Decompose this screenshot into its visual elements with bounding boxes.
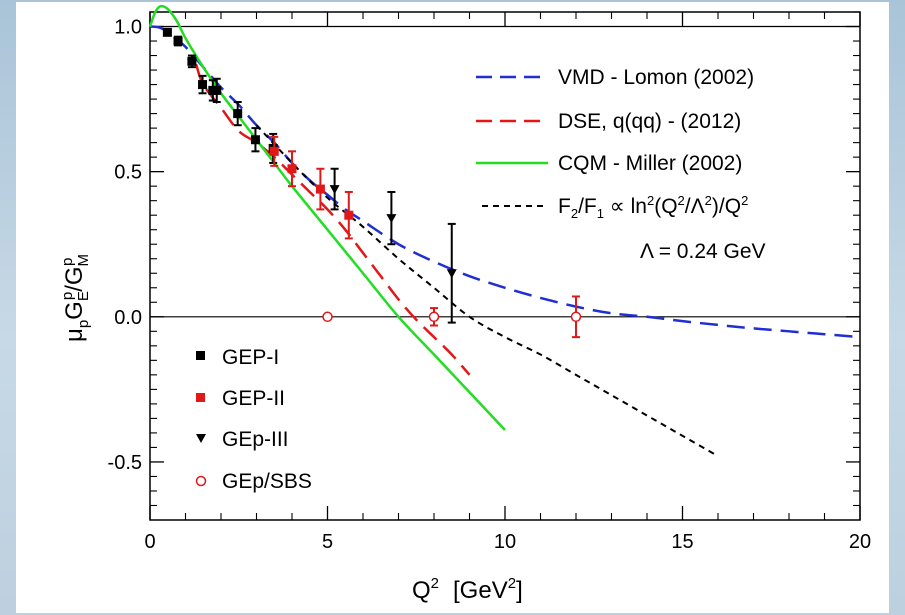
- point-gep-sbs: [428, 311, 440, 323]
- legend-gep1-marker: [196, 351, 205, 360]
- legend-vmd-label: VMD - Lomon (2002): [558, 66, 754, 89]
- y-tick-label: -0.5: [108, 452, 142, 474]
- point-gep-i: [162, 27, 172, 37]
- data-legend: GEP-I GEP-II GEp-III GEp/SBS: [195, 346, 312, 493]
- chart: 0 5 10 15 20 -0.5 0.0 0.5 1.0 VMD - Lomon (2002)…: [59, 4, 871, 604]
- point-gep-iii: [329, 185, 340, 195]
- curve-dse: [194, 63, 471, 376]
- model-curves: [148, 4, 861, 458]
- y-axis-title: μpGEp/GMp: [59, 254, 92, 342]
- y-tick-label: 1.0: [114, 17, 142, 39]
- point-gep-iii: [446, 269, 457, 279]
- y-tick-label: 0.5: [114, 162, 142, 184]
- point-gep-i: [250, 135, 260, 145]
- legend-gep3-marker: [196, 434, 206, 443]
- reference-lines: [150, 25, 860, 318]
- legend-sbs-label: GEp/SBS: [222, 470, 312, 493]
- legend-gep2-label: GEP-II: [222, 387, 285, 410]
- x-tick-label: 10: [494, 531, 516, 553]
- legend-gep3-label: GEp-III: [222, 428, 289, 451]
- y-tick-label: 0.0: [114, 307, 142, 329]
- point-gep-i: [173, 36, 183, 46]
- point-gep-i: [212, 85, 222, 95]
- legend-cqm-label: CQM - Miller (2002): [558, 152, 742, 175]
- point-gep-sbs: [322, 311, 333, 323]
- point-gep-i: [198, 80, 208, 90]
- point-gep-ii: [315, 184, 325, 194]
- legend-dse-label: DSE, q(qq) - (2012): [558, 110, 741, 133]
- curve-pqcd: [255, 124, 719, 458]
- data-points: [162, 27, 582, 339]
- legend-lambda-label: Λ = 0.24 GeV: [640, 240, 766, 263]
- point-gep-i: [233, 109, 243, 119]
- x-tick-label: 5: [322, 531, 333, 553]
- point-gep-ii: [287, 164, 297, 174]
- legend-sbs-marker: [195, 475, 207, 487]
- point-gep-sbs: [570, 311, 582, 323]
- x-axis-title: Q2 [GeV2]: [412, 575, 523, 604]
- point-gep-ii: [269, 146, 279, 156]
- x-tick-label: 20: [849, 531, 871, 553]
- plot-area: [149, 11, 861, 521]
- axis-ticks: 0 5 10 15 20 -0.5 0.0 0.5 1.0: [108, 11, 871, 553]
- point-gep-iii: [386, 214, 397, 224]
- point-gep-i: [187, 56, 197, 66]
- curve-legend: VMD - Lomon (2002) DSE, q(qq) - (2012) C…: [476, 66, 766, 263]
- x-tick-label: 15: [671, 531, 693, 553]
- legend-gep1-label: GEP-I: [222, 346, 279, 369]
- curve-cqm: [148, 4, 506, 431]
- curve-vmd: [149, 25, 861, 339]
- point-gep-ii: [344, 210, 354, 220]
- x-tick-label: 0: [144, 531, 155, 553]
- legend-pqcd-label: F2/F1 ∝ ln2(Q2/Λ2)/Q2: [558, 193, 748, 221]
- legend-gep2-marker: [196, 393, 205, 402]
- figure-frame: 0 5 10 15 20 -0.5 0.0 0.5 1.0 VMD - Lomon (2002)…: [16, 2, 889, 613]
